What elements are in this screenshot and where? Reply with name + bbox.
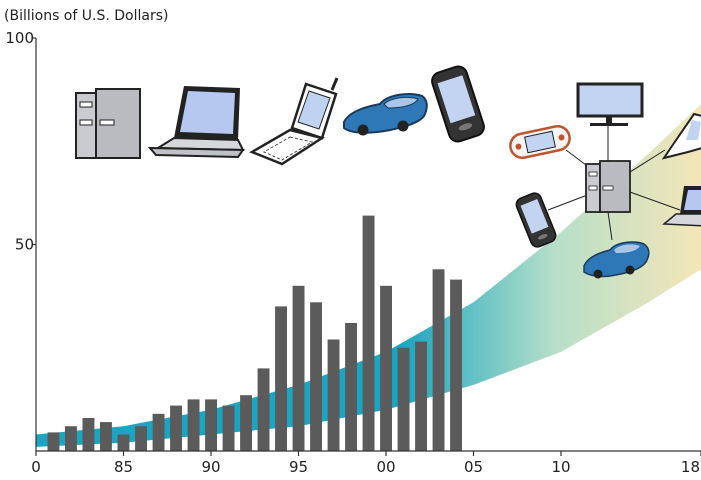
- bar-1986: [135, 426, 147, 451]
- bar-2003: [432, 269, 445, 451]
- bar-2001: [397, 347, 410, 452]
- y-tick-label: 100: [5, 29, 34, 47]
- bar-series: [47, 215, 462, 452]
- x-tick-label: 0: [31, 458, 41, 476]
- bar-1984: [100, 422, 112, 451]
- bar-1991: [222, 405, 235, 451]
- car-illustration: [343, 93, 428, 136]
- x-tick-label: 00: [376, 458, 395, 476]
- bar-2004: [450, 279, 462, 451]
- bar-1997: [327, 339, 340, 451]
- bar-1994: [275, 306, 287, 451]
- bar-1999: [362, 215, 375, 451]
- y-tick-label: 50: [15, 236, 34, 254]
- bar-1983: [82, 418, 95, 451]
- bar-1981: [47, 432, 60, 451]
- bar-2002: [415, 341, 427, 451]
- smartphone-lower-illustration: [515, 192, 557, 248]
- bar-1995: [292, 285, 305, 451]
- server-illustration: [585, 160, 631, 213]
- network-lines: [547, 126, 681, 241]
- bar-1987: [152, 413, 165, 451]
- bar-1985: [117, 434, 130, 451]
- x-tick-label: 18: [681, 458, 700, 476]
- bar-1989: [187, 399, 200, 451]
- tower-pc-illustration: [75, 88, 141, 159]
- bar-1988: [170, 405, 182, 451]
- trend-band: [36, 104, 701, 447]
- x-tick-label: 90: [201, 458, 220, 476]
- bar-1998: [345, 323, 357, 451]
- game-console-illustration: [509, 125, 571, 159]
- bar-2000: [380, 285, 392, 451]
- x-tick-label: 95: [289, 458, 308, 476]
- monitor-illustration: [576, 82, 644, 126]
- y-axis-label: (Billions of U.S. Dollars): [4, 8, 168, 24]
- smartphone-illustration: [431, 65, 485, 143]
- tablet-illustration: [661, 112, 701, 160]
- car-lower-illustration: [583, 241, 650, 279]
- x-tick-label: 85: [114, 458, 133, 476]
- x-tick-label: 05: [464, 458, 483, 476]
- bar-1982: [65, 426, 77, 451]
- bar-1992: [240, 395, 252, 451]
- flip-phone-illustration: [249, 77, 339, 166]
- bar-1993: [257, 368, 270, 451]
- axis-ticks: 0 85 90 95 00 05 10 18 100 50: [5, 29, 701, 476]
- bar-1996: [310, 302, 322, 451]
- bar-1990: [205, 399, 217, 451]
- laptop-right-illustration: [662, 186, 701, 227]
- laptop-illustration: [147, 86, 245, 159]
- x-tick-label: 10: [551, 458, 570, 476]
